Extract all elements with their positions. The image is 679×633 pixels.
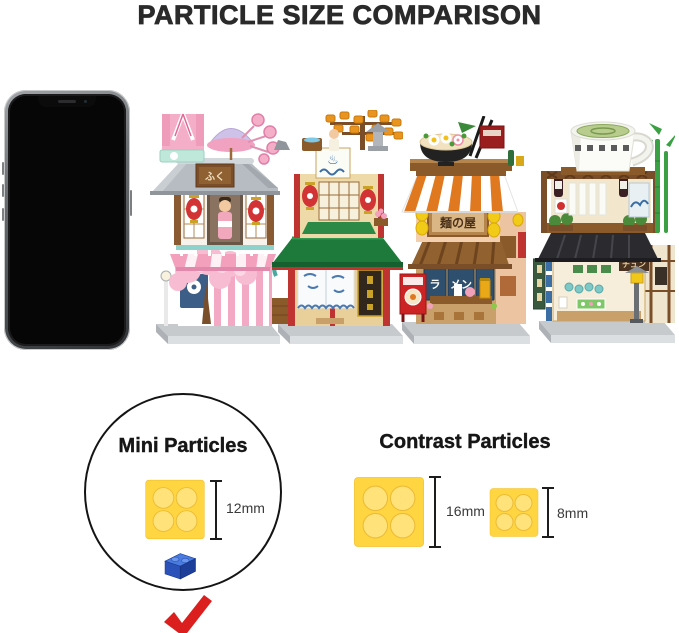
contrast-brick-16mm-label: 16mm — [446, 503, 485, 519]
mini-particles-title: Mini Particles — [118, 435, 248, 457]
building-onsen-bathhouse-illustration: ♨ — [272, 110, 403, 344]
building-kimono-shop-illustration: ふく — [150, 113, 280, 344]
tea-house-shop-sign: チュン — [622, 260, 646, 269]
contrast-brick-8mm-label: 8mm — [557, 505, 589, 521]
blue-brick — [164, 553, 197, 580]
ramen-noren-text-left: ラ — [430, 278, 441, 291]
mini-particles-circle: Mini Particles 12mm — [84, 393, 282, 591]
mini-brick-size-label: 12mm — [226, 500, 265, 516]
phone-notch — [38, 96, 96, 107]
ramen-board-sign: 麺の屋 — [439, 215, 476, 230]
contrast-brick-16mm — [354, 477, 424, 547]
mini-brick-12mm — [145, 479, 205, 540]
contrast-brick-8mm — [489, 488, 539, 537]
page-title: PARTICLE SIZE COMPARISON — [137, 0, 542, 30]
smartphone-image — [2, 90, 132, 350]
checkmark-icon — [164, 595, 212, 633]
mini-brick-measurement-bracket — [210, 480, 222, 540]
cup-checker-band — [575, 145, 629, 151]
contrast-brick-8mm-bracket — [542, 487, 554, 538]
building-matcha-tea-house-illustration: チュン — [533, 121, 675, 343]
building-ramen-shop-illustration: ラ メン ↑ 麺の屋 — [399, 116, 530, 344]
kimono-shop-roof-sign: ふく — [205, 171, 225, 183]
contrast-particles-title: Contrast Particles — [379, 431, 551, 453]
noren-strips — [568, 182, 607, 216]
onsen-banner-symbol: ♨ — [327, 152, 339, 167]
contrast-brick-16mm-bracket — [429, 476, 441, 548]
phone-screen — [8, 94, 126, 346]
